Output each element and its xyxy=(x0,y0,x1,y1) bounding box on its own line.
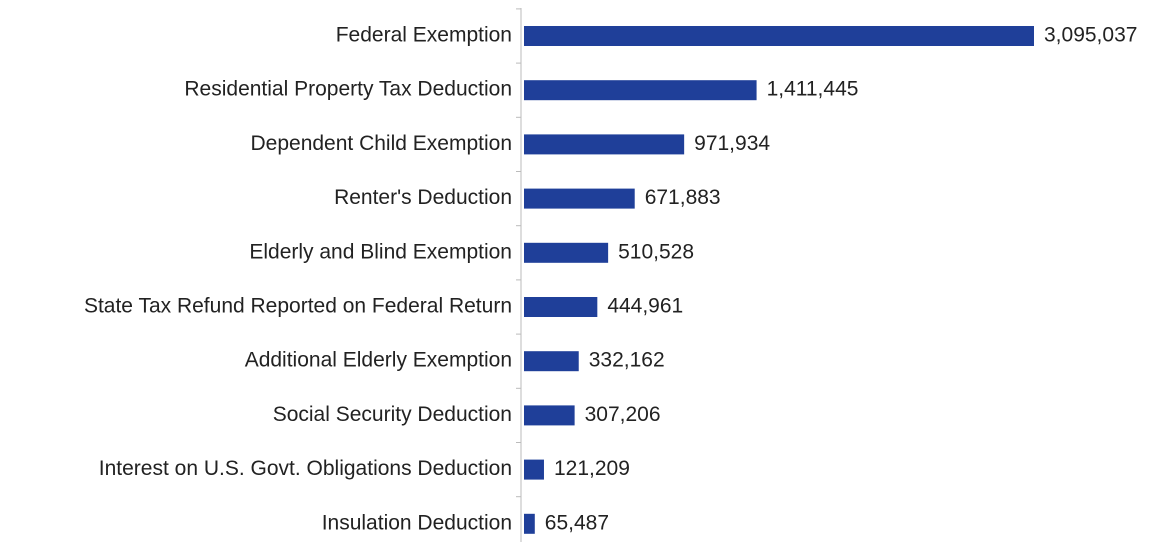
y-tick-label: Social Security Deduction xyxy=(273,403,512,426)
data-label: 3,095,037 xyxy=(1044,24,1137,47)
bar xyxy=(524,134,685,155)
data-label: 332,162 xyxy=(589,349,665,372)
data-label: 444,961 xyxy=(607,295,683,318)
y-tick-label: Elderly and Blind Exemption xyxy=(249,240,512,263)
bar xyxy=(524,513,535,534)
y-tick-label: Interest on U.S. Govt. Obligations Deduc… xyxy=(99,457,512,480)
bar xyxy=(524,351,579,372)
y-tick-label: Dependent Child Exemption xyxy=(251,132,513,155)
bar xyxy=(524,459,544,480)
y-tick-label: Additional Elderly Exemption xyxy=(245,349,512,372)
y-tick-label: Insulation Deduction xyxy=(322,511,512,534)
y-tick-label: Federal Exemption xyxy=(336,24,512,47)
data-label: 307,206 xyxy=(585,403,661,426)
data-label: 65,487 xyxy=(545,511,609,534)
bar xyxy=(524,242,609,263)
bar xyxy=(524,297,598,317)
data-label: 1,411,445 xyxy=(767,78,859,101)
data-label: 121,209 xyxy=(554,457,630,480)
bar xyxy=(524,80,757,101)
y-tick-label: Residential Property Tax Deduction xyxy=(184,78,512,101)
y-tick-label: Renter's Deduction xyxy=(334,186,512,209)
bar xyxy=(524,26,1034,46)
data-label: 671,883 xyxy=(645,186,721,209)
bar xyxy=(524,188,635,209)
y-tick-label: State Tax Refund Reported on Federal Ret… xyxy=(84,295,512,318)
bar xyxy=(524,405,575,426)
data-label: 971,934 xyxy=(694,132,770,155)
data-label: 510,528 xyxy=(618,240,694,263)
